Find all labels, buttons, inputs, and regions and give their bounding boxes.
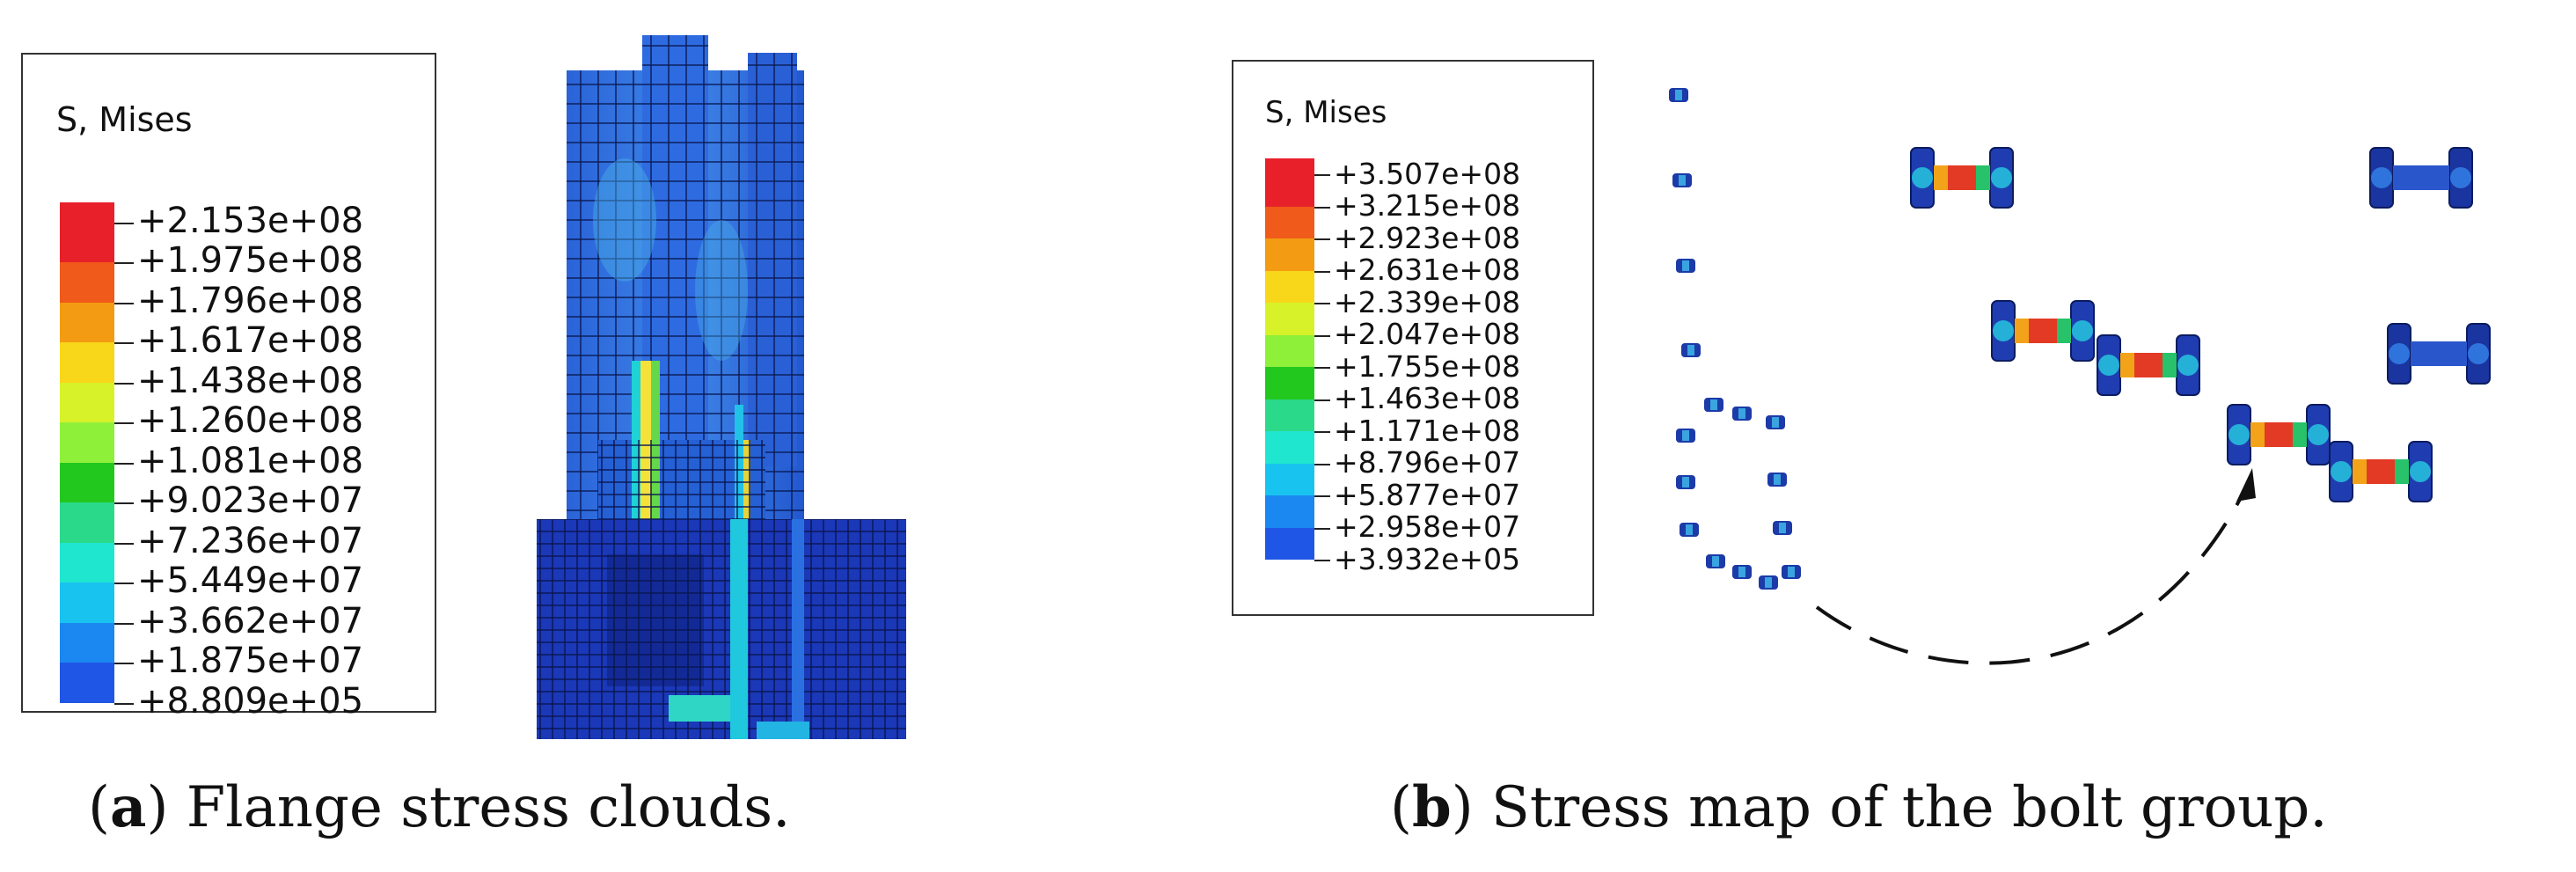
legend-swatch — [60, 302, 114, 343]
legend-tick — [1314, 431, 1330, 434]
legend-tick — [1314, 334, 1330, 337]
legend-tick — [1314, 560, 1330, 562]
legend-tick — [114, 422, 134, 425]
legend-swatch — [1265, 399, 1314, 432]
legend-value: +2.923e+08 — [1334, 220, 1521, 255]
legend-tick — [114, 502, 134, 505]
legend-tick — [114, 663, 134, 665]
legend-tick — [1314, 206, 1330, 209]
legend-tick — [1314, 174, 1330, 177]
caption-a-label: a — [109, 774, 147, 840]
legend-swatch — [60, 382, 114, 423]
legend-value: +3.215e+08 — [1334, 188, 1521, 223]
legend-value: +1.617e+08 — [137, 320, 364, 362]
legend-tick — [1314, 463, 1330, 465]
zoom-arrow — [1815, 492, 2245, 665]
legend-tick — [1314, 270, 1330, 273]
legend-value: +7.236e+07 — [137, 520, 364, 561]
legend-value: +1.081e+08 — [137, 440, 364, 481]
legend-swatch — [1265, 158, 1314, 175]
legend-value: +1.796e+08 — [137, 280, 364, 321]
bolt-group-figure — [1669, 88, 2491, 665]
legend-swatch — [1265, 495, 1314, 528]
legend-value: +2.047e+08 — [1334, 317, 1521, 352]
legend-value: +2.631e+08 — [1334, 253, 1521, 288]
legend-value: +2.153e+08 — [137, 200, 364, 241]
legend-swatch — [60, 222, 114, 263]
legend-value: +1.260e+08 — [137, 400, 364, 442]
legend-tick — [114, 462, 134, 465]
lower-box — [537, 519, 906, 739]
legend-swatch — [1265, 431, 1314, 464]
legend-value: +1.875e+07 — [137, 641, 364, 682]
legend-swatch — [1265, 238, 1314, 271]
legend-swatch — [60, 663, 114, 703]
legend-swatch — [60, 202, 114, 223]
legend-value: +5.449e+07 — [137, 561, 364, 602]
legend-tick — [114, 342, 134, 345]
legend-value: +1.171e+08 — [1334, 413, 1521, 448]
legend-swatch — [60, 622, 114, 663]
legend-value: +3.507e+08 — [1334, 156, 1521, 191]
legend-tick — [1314, 238, 1330, 241]
legend-tick — [1314, 527, 1330, 530]
caption-b-text: Stress map of the bolt group. — [1473, 775, 2328, 840]
legend-tick — [1314, 399, 1330, 401]
large-bolts — [1910, 147, 2491, 502]
caption-b-label: b — [1411, 774, 1452, 840]
legend-value: +5.877e+07 — [1334, 477, 1521, 512]
legend-a: S, Mises +2.153e+08 +1.975e+08 +1.796e+08 +… — [21, 53, 436, 722]
legend-tick — [114, 583, 134, 585]
legend-swatch — [60, 542, 114, 583]
legend-value: +2.958e+07 — [1334, 509, 1521, 545]
legend-swatch — [1265, 527, 1314, 561]
legend-swatch — [1265, 206, 1314, 239]
legend-tick — [1314, 495, 1330, 498]
arrow-head-icon — [2236, 468, 2256, 502]
legend-value: +9.023e+07 — [137, 480, 364, 522]
legend-tick — [114, 382, 134, 385]
panel-b: S, Mises +3.507e+08 +3.215e+08 +2.923e+08 +… — [1232, 0, 2576, 872]
legend-swatch — [1265, 367, 1314, 399]
legend-a-title: S, Mises — [56, 100, 193, 139]
legend-tick — [114, 222, 134, 224]
legend-swatch — [1265, 463, 1314, 496]
legend-value: +3.662e+07 — [137, 600, 364, 641]
legend-swatch — [60, 502, 114, 543]
legend-tick — [1314, 303, 1330, 305]
legend-b: S, Mises +3.507e+08 +3.215e+08 +2.923e+08 +… — [1232, 60, 1594, 616]
panel-a: S, Mises +2.153e+08 +1.975e+08 +1.796e+08 +… — [21, 35, 906, 840]
upper-plate — [567, 35, 804, 563]
legend-b-title: S, Mises — [1265, 95, 1387, 130]
legend-swatch — [60, 262, 114, 303]
caption-a: (a) Flange stress clouds. — [88, 774, 791, 840]
flange-model-figure — [537, 35, 906, 739]
legend-tick — [114, 262, 134, 265]
legend-swatch — [1265, 270, 1314, 304]
legend-value: +1.438e+08 — [137, 360, 364, 401]
legend-swatch — [60, 422, 114, 463]
legend-tick — [114, 302, 134, 304]
legend-value: +2.339e+08 — [1334, 284, 1521, 319]
legend-value: +1.463e+08 — [1334, 381, 1521, 416]
legend-swatch — [60, 583, 114, 623]
legend-swatch — [1265, 303, 1314, 335]
caption-b: (b) Stress map of the bolt group. — [1390, 774, 2328, 840]
legend-swatch — [1265, 334, 1314, 368]
legend-tick — [114, 542, 134, 545]
legend-value: +3.932e+05 — [1334, 541, 1521, 576]
legend-value: +8.809e+05 — [137, 680, 364, 722]
small-bolts — [1669, 88, 1801, 590]
legend-tick — [114, 702, 134, 705]
legend-value: +1.975e+08 — [137, 240, 364, 282]
legend-value: +1.755e+08 — [1334, 348, 1521, 384]
legend-tick — [114, 622, 134, 625]
caption-a-text: Flange stress clouds. — [168, 775, 791, 840]
legend-value: +8.796e+07 — [1334, 445, 1521, 480]
legend-swatch — [60, 462, 114, 503]
legend-swatch — [60, 342, 114, 383]
legend-tick — [1314, 367, 1330, 370]
legend-swatch — [1265, 174, 1314, 207]
